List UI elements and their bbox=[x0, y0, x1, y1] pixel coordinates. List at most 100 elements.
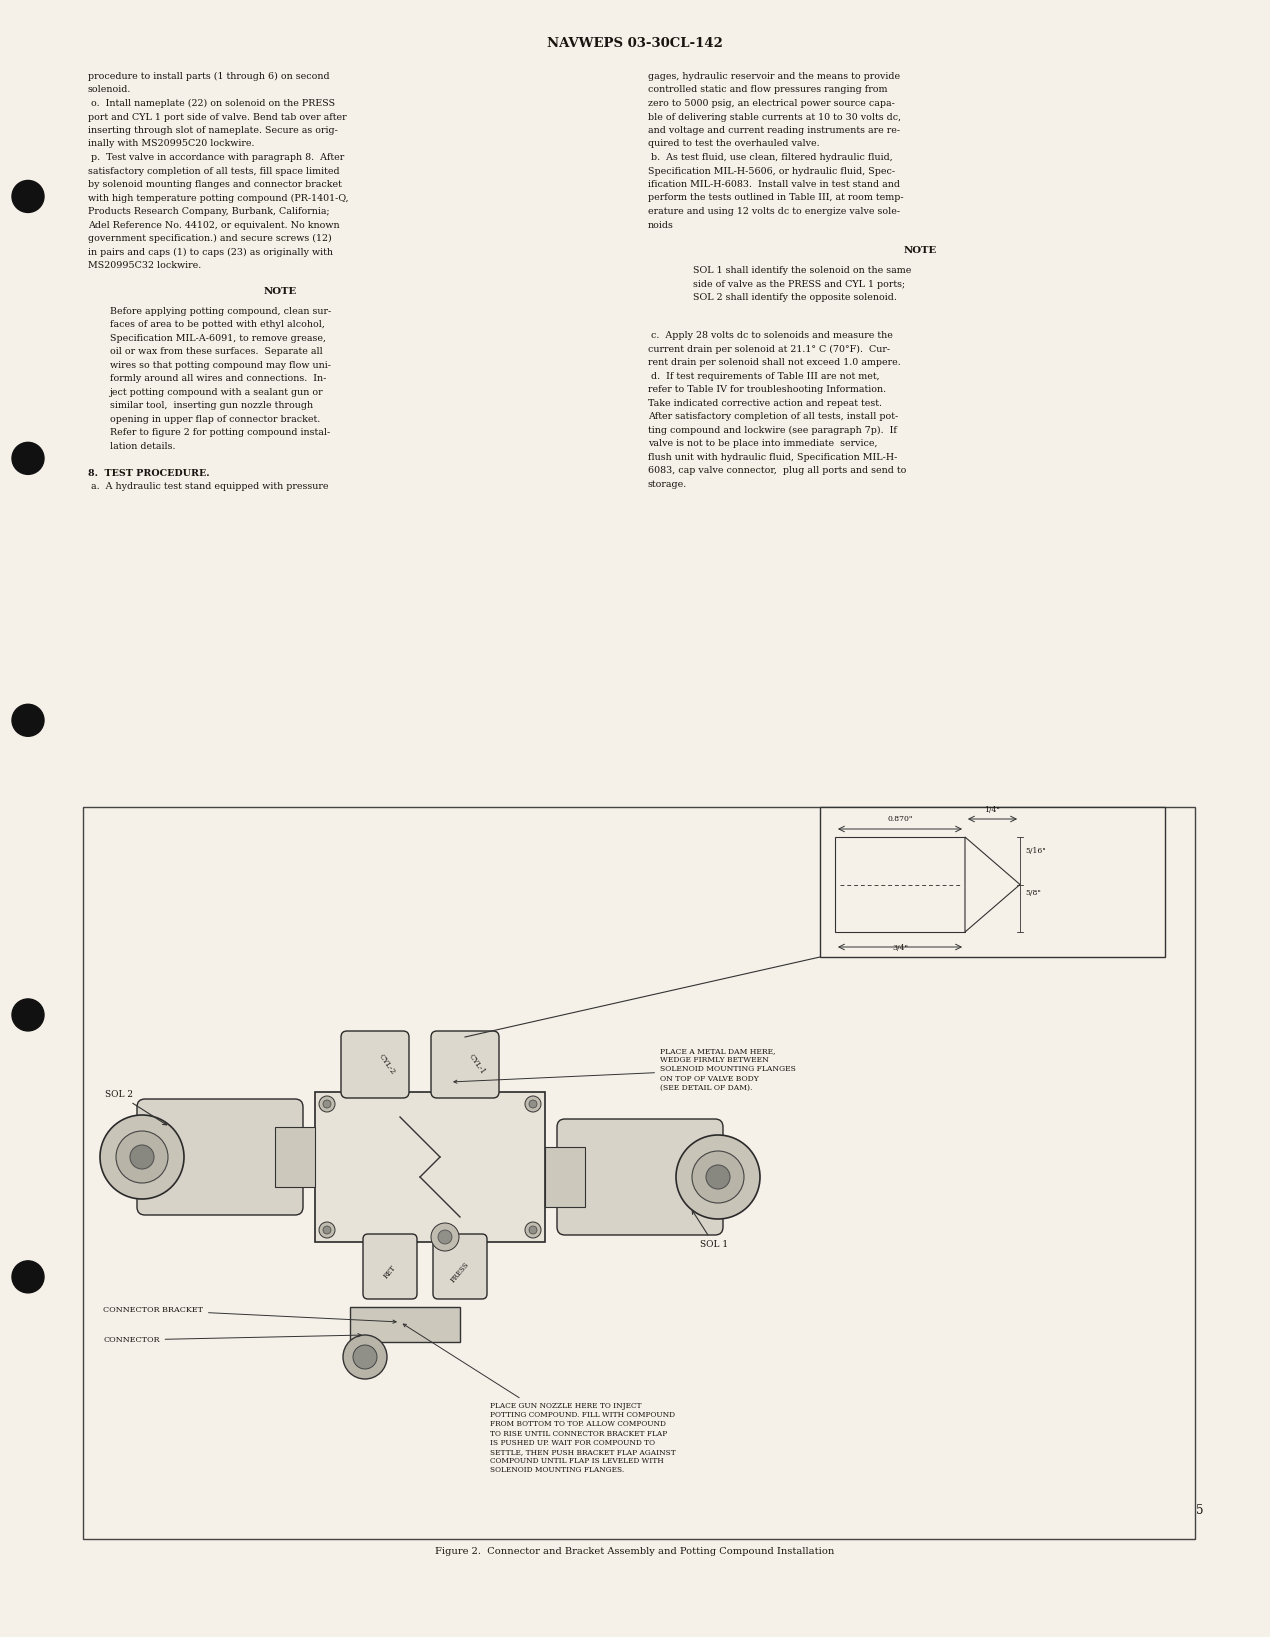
Text: 3/4": 3/4" bbox=[892, 945, 908, 953]
Circle shape bbox=[438, 1229, 452, 1244]
Text: PRESS: PRESS bbox=[450, 1260, 471, 1283]
FancyBboxPatch shape bbox=[137, 1098, 304, 1215]
Text: 6083, cap valve connector,  plug all ports and send to: 6083, cap valve connector, plug all port… bbox=[648, 467, 907, 475]
Circle shape bbox=[353, 1346, 377, 1369]
Text: similar tool,  inserting gun nozzle through: similar tool, inserting gun nozzle throu… bbox=[110, 401, 314, 411]
Text: Before applying potting compound, clean sur-: Before applying potting compound, clean … bbox=[110, 306, 331, 316]
Bar bbox=[276, 1126, 315, 1187]
Text: SOL 1 shall identify the solenoid on the same: SOL 1 shall identify the solenoid on the… bbox=[693, 267, 912, 275]
FancyBboxPatch shape bbox=[558, 1120, 723, 1234]
Text: Specification MIL-A-6091, to remove grease,: Specification MIL-A-6091, to remove grea… bbox=[110, 334, 326, 342]
Text: 5/8": 5/8" bbox=[1025, 889, 1041, 897]
Text: ject potting compound with a sealant gun or: ject potting compound with a sealant gun… bbox=[110, 388, 324, 396]
Text: government specification.) and secure screws (12): government specification.) and secure sc… bbox=[88, 234, 331, 244]
Text: storage.: storage. bbox=[648, 480, 687, 489]
FancyBboxPatch shape bbox=[342, 1031, 409, 1098]
Text: b.  As test fluid, use clean, filtered hydraulic fluid,: b. As test fluid, use clean, filtered hy… bbox=[648, 152, 893, 162]
Text: quired to test the overhauled valve.: quired to test the overhauled valve. bbox=[648, 139, 819, 149]
Text: 0.870": 0.870" bbox=[888, 815, 913, 823]
Text: current drain per solenoid at 21.1° C (70°F).  Cur-: current drain per solenoid at 21.1° C (7… bbox=[648, 345, 890, 354]
Text: PLACE GUN NOZZLE HERE TO INJECT
POTTING COMPOUND. FILL WITH COMPOUND
FROM BOTTOM: PLACE GUN NOZZLE HERE TO INJECT POTTING … bbox=[404, 1324, 676, 1475]
Text: Adel Reference No. 44102, or equivalent. No known: Adel Reference No. 44102, or equivalent.… bbox=[88, 221, 339, 229]
Text: erature and using 12 volts dc to energize valve sole-: erature and using 12 volts dc to energiz… bbox=[648, 206, 900, 216]
Bar bbox=[834, 837, 965, 931]
Text: NAVWEPS 03-30CL-142: NAVWEPS 03-30CL-142 bbox=[547, 38, 723, 51]
Text: CYL-1: CYL-1 bbox=[467, 1053, 486, 1076]
Text: 1/4": 1/4" bbox=[984, 805, 999, 814]
Text: refer to Table IV for troubleshooting Information.: refer to Table IV for troubleshooting In… bbox=[648, 385, 886, 395]
Text: CONNECTOR: CONNECTOR bbox=[103, 1334, 361, 1344]
Circle shape bbox=[343, 1336, 387, 1378]
FancyBboxPatch shape bbox=[363, 1234, 417, 1300]
Text: lation details.: lation details. bbox=[110, 442, 175, 450]
Text: 5/16": 5/16" bbox=[1025, 846, 1045, 855]
FancyBboxPatch shape bbox=[431, 1031, 499, 1098]
Text: by solenoid mounting flanges and connector bracket: by solenoid mounting flanges and connect… bbox=[88, 180, 342, 188]
Text: flush unit with hydraulic fluid, Specification MIL-H-: flush unit with hydraulic fluid, Specifi… bbox=[648, 453, 898, 462]
Text: 5: 5 bbox=[1196, 1504, 1204, 1517]
Circle shape bbox=[319, 1097, 335, 1112]
Circle shape bbox=[323, 1100, 331, 1108]
Bar bbox=[83, 807, 1195, 1539]
Text: a.  A hydraulic test stand equipped with pressure: a. A hydraulic test stand equipped with … bbox=[88, 483, 329, 491]
Circle shape bbox=[525, 1221, 541, 1238]
Text: ting compound and lockwire (see paragraph 7p).  If: ting compound and lockwire (see paragrap… bbox=[648, 426, 897, 435]
Text: rent drain per solenoid shall not exceed 1.0 ampere.: rent drain per solenoid shall not exceed… bbox=[648, 359, 900, 367]
Text: c.  Apply 28 volts dc to solenoids and measure the: c. Apply 28 volts dc to solenoids and me… bbox=[648, 331, 893, 340]
Circle shape bbox=[100, 1115, 184, 1198]
Text: 8.  TEST PROCEDURE.: 8. TEST PROCEDURE. bbox=[88, 468, 210, 478]
Text: o.  Intall nameplate (22) on solenoid on the PRESS: o. Intall nameplate (22) on solenoid on … bbox=[88, 98, 335, 108]
Text: Products Research Company, Burbank, California;: Products Research Company, Burbank, Cali… bbox=[88, 206, 330, 216]
Text: wires so that potting compound may flow uni-: wires so that potting compound may flow … bbox=[110, 360, 331, 370]
Text: PLACE A METAL DAM HERE,
WEDGE FIRMLY BETWEEN
SOLENOID MOUNTING FLANGES
ON TOP OF: PLACE A METAL DAM HERE, WEDGE FIRMLY BET… bbox=[453, 1048, 796, 1092]
FancyBboxPatch shape bbox=[433, 1234, 486, 1300]
Text: RET: RET bbox=[382, 1264, 398, 1280]
Text: controlled static and flow pressures ranging from: controlled static and flow pressures ran… bbox=[648, 85, 888, 95]
Text: NOTE: NOTE bbox=[263, 286, 297, 296]
Bar bbox=[315, 1092, 545, 1242]
Circle shape bbox=[676, 1134, 759, 1220]
Text: port and CYL 1 port side of valve. Bend tab over after: port and CYL 1 port side of valve. Bend … bbox=[88, 113, 347, 121]
Text: NOTE: NOTE bbox=[903, 246, 937, 255]
Text: and voltage and current reading instruments are re-: and voltage and current reading instrume… bbox=[648, 126, 900, 134]
Text: oil or wax from these surfaces.  Separate all: oil or wax from these surfaces. Separate… bbox=[110, 347, 323, 357]
Circle shape bbox=[116, 1131, 168, 1184]
Circle shape bbox=[130, 1144, 154, 1169]
Text: Specification MIL-H-5606, or hydraulic fluid, Spec-: Specification MIL-H-5606, or hydraulic f… bbox=[648, 167, 895, 175]
Text: formly around all wires and connections.  In-: formly around all wires and connections.… bbox=[110, 375, 326, 383]
Circle shape bbox=[431, 1223, 458, 1251]
Text: SOL 2 shall identify the opposite solenoid.: SOL 2 shall identify the opposite soleno… bbox=[693, 293, 897, 303]
Text: ble of delivering stable currents at 10 to 30 volts dc,: ble of delivering stable currents at 10 … bbox=[648, 113, 902, 121]
Circle shape bbox=[11, 1260, 44, 1293]
Bar bbox=[820, 807, 1165, 958]
Text: opening in upper flap of connector bracket.: opening in upper flap of connector brack… bbox=[110, 414, 320, 424]
Text: inserting through slot of nameplate. Secure as orig-: inserting through slot of nameplate. Sec… bbox=[88, 126, 338, 134]
Text: CONNECTOR BRACKET: CONNECTOR BRACKET bbox=[103, 1306, 396, 1323]
Text: ification MIL-H-6083.  Install valve in test stand and: ification MIL-H-6083. Install valve in t… bbox=[648, 180, 900, 188]
Bar bbox=[545, 1148, 585, 1206]
Circle shape bbox=[530, 1226, 537, 1234]
Text: with high temperature potting compound (PR-1401-Q,: with high temperature potting compound (… bbox=[88, 193, 349, 203]
Polygon shape bbox=[965, 837, 1020, 931]
Text: in pairs and caps (1) to caps (23) as originally with: in pairs and caps (1) to caps (23) as or… bbox=[88, 247, 333, 257]
Text: perform the tests outlined in Table III, at room temp-: perform the tests outlined in Table III,… bbox=[648, 193, 904, 203]
Circle shape bbox=[319, 1221, 335, 1238]
Text: gages, hydraulic reservoir and the means to provide: gages, hydraulic reservoir and the means… bbox=[648, 72, 900, 80]
Text: satisfactory completion of all tests, fill space limited: satisfactory completion of all tests, fi… bbox=[88, 167, 339, 175]
Text: side of valve as the PRESS and CYL 1 ports;: side of valve as the PRESS and CYL 1 por… bbox=[693, 280, 906, 288]
Text: inally with MS20995C20 lockwire.: inally with MS20995C20 lockwire. bbox=[88, 139, 254, 149]
Circle shape bbox=[11, 442, 44, 475]
Text: SOL 2: SOL 2 bbox=[105, 1090, 166, 1125]
Text: Figure 2.  Connector and Bracket Assembly and Potting Compound Installation: Figure 2. Connector and Bracket Assembly… bbox=[436, 1547, 834, 1557]
Circle shape bbox=[11, 999, 44, 1031]
Text: noids: noids bbox=[648, 221, 674, 229]
Text: SOL 1: SOL 1 bbox=[692, 1210, 728, 1249]
Text: MS20995C32 lockwire.: MS20995C32 lockwire. bbox=[88, 260, 201, 270]
Text: CYL-2: CYL-2 bbox=[377, 1053, 398, 1076]
Text: Refer to figure 2 for potting compound instal-: Refer to figure 2 for potting compound i… bbox=[110, 429, 330, 437]
Text: valve is not to be place into immediate  service,: valve is not to be place into immediate … bbox=[648, 439, 878, 449]
Text: zero to 5000 psig, an electrical power source capa-: zero to 5000 psig, an electrical power s… bbox=[648, 98, 895, 108]
Circle shape bbox=[706, 1166, 730, 1188]
Circle shape bbox=[530, 1100, 537, 1108]
Text: procedure to install parts (1 through 6) on second: procedure to install parts (1 through 6)… bbox=[88, 72, 330, 82]
